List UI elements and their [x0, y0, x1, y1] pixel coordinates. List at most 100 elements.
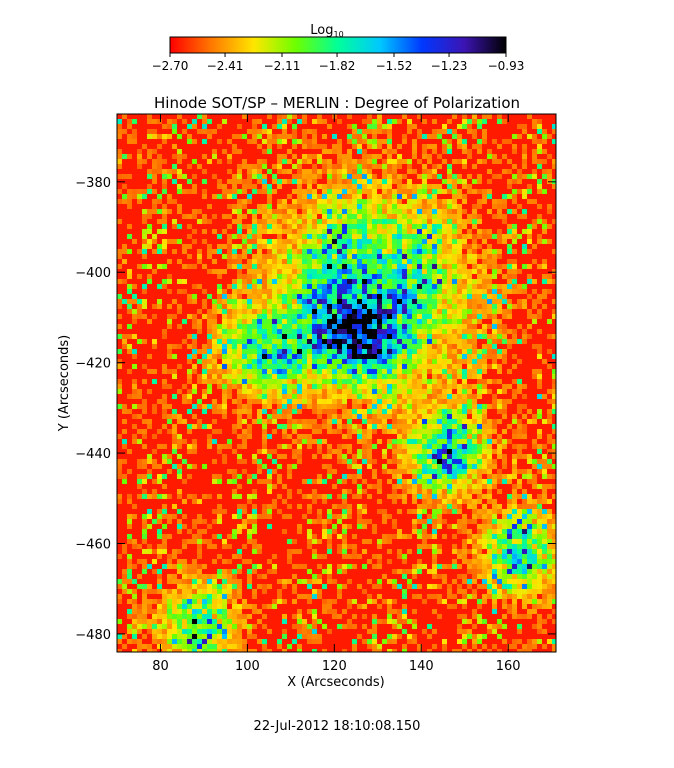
heatmap-cell [372, 189, 377, 194]
heatmap-cell [542, 129, 547, 134]
heatmap-cell [317, 184, 322, 189]
heatmap-cell [442, 209, 447, 214]
heatmap-cell [277, 114, 282, 119]
heatmap-cell [162, 214, 167, 219]
heatmap-cell [197, 424, 202, 429]
heatmap-cell [517, 449, 522, 454]
heatmap-cell [312, 274, 317, 279]
heatmap-cell [442, 444, 447, 449]
heatmap-cell [207, 434, 212, 439]
heatmap-cell [367, 119, 372, 124]
heatmap-cell [432, 454, 437, 459]
heatmap-cell [367, 219, 372, 224]
heatmap-cell [512, 469, 517, 474]
heatmap-cell [307, 519, 312, 524]
heatmap-cell [287, 464, 292, 469]
heatmap-cell [327, 189, 332, 194]
heatmap-cell [327, 294, 332, 299]
heatmap-cell [202, 374, 207, 379]
heatmap-cell [142, 519, 147, 524]
heatmap-cell [417, 184, 422, 189]
heatmap-cell [367, 264, 372, 269]
heatmap-cell [527, 199, 532, 204]
heatmap-cell [202, 169, 207, 174]
heatmap-cell [367, 214, 372, 219]
heatmap-cell [497, 319, 502, 324]
heatmap-cell [312, 144, 317, 149]
heatmap-cell [312, 419, 317, 424]
heatmap-cell [227, 334, 232, 339]
heatmap-cell [467, 119, 472, 124]
heatmap-cell [542, 419, 547, 424]
heatmap-cell [142, 244, 147, 249]
heatmap-cell [257, 159, 262, 164]
heatmap-cell [462, 314, 467, 319]
heatmap-cell [222, 184, 227, 189]
heatmap-cell [267, 484, 272, 489]
heatmap-cell [407, 359, 412, 364]
heatmap-cell [397, 119, 402, 124]
heatmap-cell [362, 434, 367, 439]
heatmap-cell [332, 399, 337, 404]
heatmap-cell [487, 464, 492, 469]
heatmap-cell [392, 359, 397, 364]
heatmap-cell [457, 299, 462, 304]
heatmap-cell [272, 269, 277, 274]
heatmap-cell [542, 274, 547, 279]
heatmap-cell [297, 424, 302, 429]
heatmap-cell [312, 339, 317, 344]
heatmap-cell [392, 419, 397, 424]
heatmap-cell [407, 419, 412, 424]
heatmap-cell [422, 314, 427, 319]
heatmap-cell [382, 124, 387, 129]
heatmap-cell [297, 169, 302, 174]
heatmap-cell [222, 544, 227, 549]
heatmap-cell [322, 364, 327, 369]
heatmap-cell [232, 329, 237, 334]
heatmap-cell [332, 174, 337, 179]
heatmap-cell [467, 464, 472, 469]
heatmap-cell [117, 119, 122, 124]
heatmap-cell [277, 454, 282, 459]
heatmap-cell [447, 339, 452, 344]
heatmap-cell [307, 334, 312, 339]
heatmap-cell [377, 389, 382, 394]
heatmap-cell [372, 219, 377, 224]
heatmap-cell [357, 239, 362, 244]
heatmap-cell [257, 389, 262, 394]
heatmap-cell [227, 364, 232, 369]
heatmap-cell [372, 354, 377, 359]
heatmap-cell [462, 419, 467, 424]
heatmap-cell [252, 124, 257, 129]
heatmap-cell [497, 389, 502, 394]
heatmap-cell [402, 384, 407, 389]
heatmap-cell [427, 214, 432, 219]
heatmap-cell [247, 299, 252, 304]
heatmap-cell [247, 474, 252, 479]
heatmap-cell [167, 274, 172, 279]
heatmap-cell [412, 224, 417, 229]
heatmap-cell [442, 354, 447, 359]
heatmap-cell [117, 364, 122, 369]
heatmap-cell [342, 254, 347, 259]
heatmap-cell [452, 209, 457, 214]
heatmap-cell [117, 379, 122, 384]
heatmap-cell [462, 359, 467, 364]
heatmap-cell [442, 234, 447, 239]
heatmap-cell [212, 534, 217, 539]
heatmap-cell [377, 284, 382, 289]
heatmap-cell [257, 339, 262, 344]
heatmap-cell [387, 514, 392, 519]
heatmap-cell [512, 209, 517, 214]
heatmap-cell [457, 369, 462, 374]
heatmap-cell [477, 269, 482, 274]
heatmap-cell [192, 519, 197, 524]
heatmap-cell [367, 184, 372, 189]
heatmap-cell [177, 169, 182, 174]
heatmap-cell [267, 284, 272, 289]
heatmap-cell [387, 394, 392, 399]
heatmap-cell [292, 299, 297, 304]
heatmap-cell [297, 309, 302, 314]
heatmap-cell [447, 294, 452, 299]
heatmap-cell [447, 119, 452, 124]
